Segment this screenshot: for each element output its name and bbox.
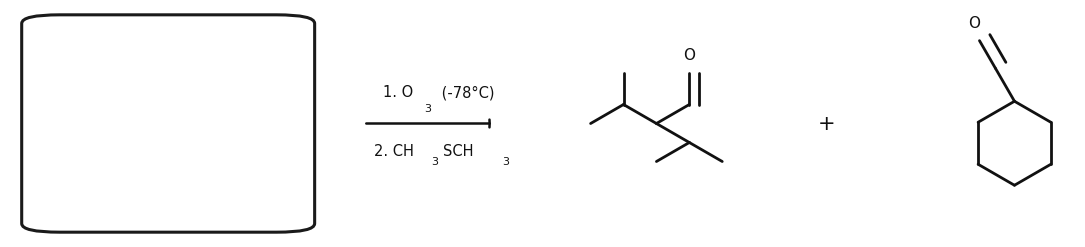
- Text: 1. O: 1. O: [383, 85, 413, 100]
- Text: SCH: SCH: [443, 144, 473, 160]
- Text: 3: 3: [424, 104, 431, 114]
- Text: +: +: [818, 114, 835, 133]
- Text: 2. CH: 2. CH: [374, 144, 414, 160]
- FancyBboxPatch shape: [22, 15, 315, 232]
- Text: O: O: [968, 16, 980, 31]
- Text: 3: 3: [431, 157, 437, 167]
- Text: O: O: [684, 48, 695, 63]
- Text: 3: 3: [502, 157, 509, 167]
- Text: (-78°C): (-78°C): [437, 85, 495, 100]
